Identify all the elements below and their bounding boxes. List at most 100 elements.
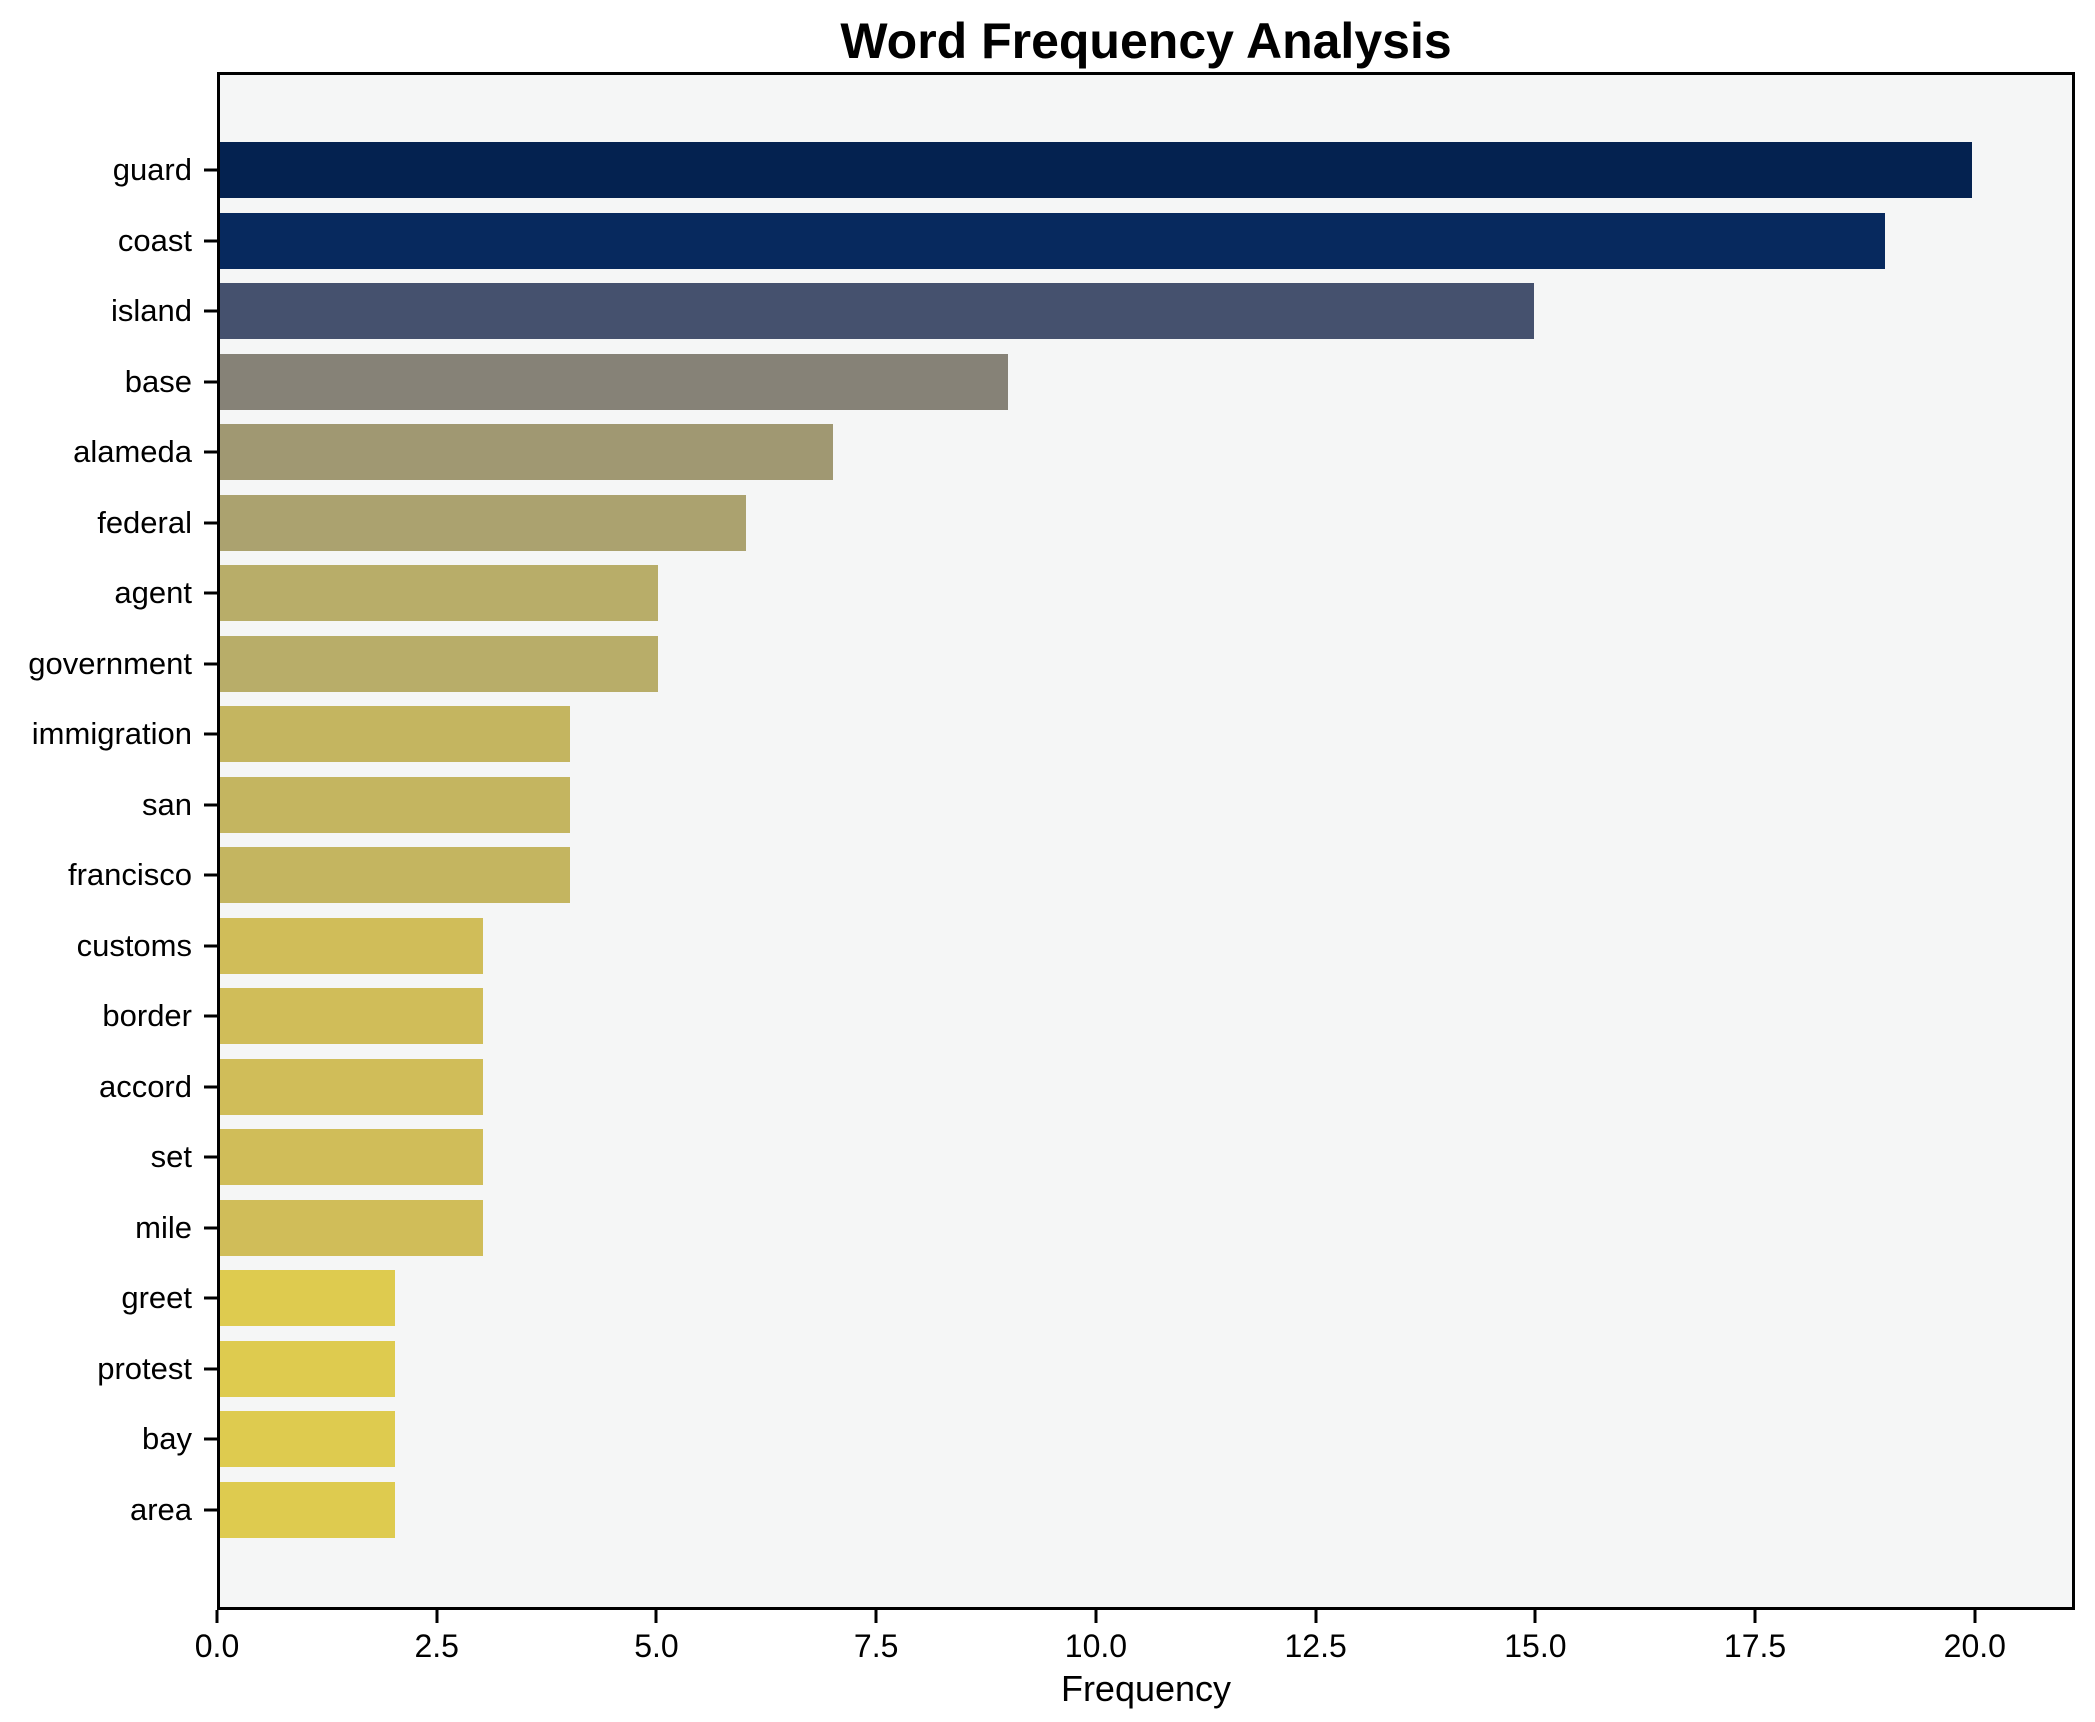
- bar: [220, 776, 571, 833]
- bar-row: guard: [113, 135, 2072, 206]
- x-tick-label: 20.0: [1943, 1628, 2006, 1664]
- bars-container: guard coast island base alameda federal agent g…: [28, 75, 2072, 1607]
- bar-row: accord: [99, 1052, 2072, 1123]
- bar: [220, 1481, 396, 1538]
- y-tick-mark: [204, 1296, 217, 1300]
- y-axis-label: san: [142, 786, 192, 822]
- y-axis-label: government: [28, 645, 192, 681]
- y-axis-label: agent: [114, 575, 192, 611]
- y-tick-mark: [204, 1367, 217, 1371]
- y-tick-mark: [204, 1437, 217, 1441]
- bar-row: island: [111, 276, 2072, 347]
- plot-area: guard coast island base alameda federal agent g…: [28, 72, 2075, 1610]
- y-tick-mark: [204, 1085, 217, 1089]
- x-tick-mark: [874, 1610, 878, 1623]
- bar-row: federal: [97, 488, 2072, 559]
- bar-row: san: [142, 770, 2072, 841]
- bar: [220, 494, 746, 551]
- y-axis-label: island: [111, 293, 192, 329]
- y-axis-label: mile: [135, 1209, 192, 1245]
- y-axis-label: area: [129, 1491, 192, 1527]
- y-tick-mark: [204, 591, 217, 595]
- x-tick-mark: [1973, 1610, 1977, 1623]
- bar-row: bay: [142, 1404, 2072, 1475]
- bar: [220, 424, 834, 481]
- x-tick-mark: [1094, 1610, 1098, 1623]
- bar: [220, 565, 659, 622]
- x-tick-mark: [1753, 1610, 1757, 1623]
- bar: [220, 706, 571, 763]
- y-tick-mark: [204, 732, 217, 736]
- x-tick-mark: [435, 1610, 439, 1623]
- bar-row: protest: [97, 1334, 2072, 1405]
- y-axis-label: border: [102, 998, 192, 1034]
- bar-row: mile: [135, 1193, 2072, 1264]
- x-tick-label: 15.0: [1504, 1628, 1567, 1664]
- y-axis-label: alameda: [73, 434, 192, 470]
- bar: [220, 1058, 483, 1115]
- bar-row: base: [125, 347, 2072, 418]
- y-axis-label: coast: [117, 222, 192, 258]
- y-tick-mark: [204, 1155, 217, 1159]
- x-tick-label: 12.5: [1284, 1628, 1347, 1664]
- x-tick-mark: [1533, 1610, 1537, 1623]
- bar-row: set: [151, 1122, 2072, 1193]
- y-axis-label: federal: [97, 504, 192, 540]
- x-tick-label: 17.5: [1723, 1628, 1787, 1664]
- x-axis-title: Frequency: [1060, 1668, 1232, 1709]
- y-tick-mark: [204, 309, 217, 313]
- y-tick-mark: [204, 803, 217, 807]
- y-tick-mark: [204, 944, 217, 948]
- bar-row: border: [102, 981, 2072, 1052]
- bar-row: alameda: [73, 417, 2072, 488]
- y-axis-label: guard: [112, 152, 192, 188]
- y-tick-mark: [204, 662, 217, 666]
- bar-row: area: [130, 1475, 2072, 1546]
- bar: [220, 1411, 396, 1468]
- bar-row: greet: [121, 1263, 2072, 1334]
- bar-row: immigration: [32, 699, 2072, 770]
- bar: [220, 283, 1535, 340]
- bar: [220, 635, 659, 692]
- y-tick-mark: [204, 450, 217, 454]
- bar: [220, 847, 571, 904]
- bar: [220, 1270, 396, 1327]
- bar: [220, 142, 1973, 199]
- bar-row: government: [28, 629, 2072, 700]
- x-tick-mark: [1314, 1610, 1318, 1623]
- y-axis-label: base: [124, 363, 192, 399]
- y-axis-label: greet: [121, 1280, 192, 1316]
- y-axis-label: bay: [142, 1421, 192, 1457]
- y-tick-mark: [204, 380, 217, 384]
- y-tick-mark: [204, 1226, 217, 1230]
- bar: [220, 1340, 396, 1397]
- chart-title: Word Frequency Analysis: [840, 13, 1452, 69]
- bar-row: customs: [77, 911, 2072, 982]
- x-tick-label: 2.5: [414, 1628, 459, 1664]
- y-tick-mark: [204, 873, 217, 877]
- y-tick-mark: [204, 168, 217, 172]
- bar: [220, 1129, 483, 1186]
- bar: [220, 212, 1885, 269]
- x-tick-label: 0.0: [194, 1628, 240, 1664]
- y-tick-mark: [204, 1014, 217, 1018]
- x-tick-mark: [215, 1610, 219, 1623]
- bar-row: coast: [118, 206, 2072, 277]
- y-tick-mark: [204, 1508, 217, 1512]
- y-axis-label: immigration: [31, 716, 192, 752]
- y-tick-mark: [204, 239, 217, 243]
- y-axis-label: set: [150, 1139, 192, 1175]
- bar: [220, 917, 483, 974]
- y-tick-mark: [204, 521, 217, 525]
- y-axis-label: customs: [76, 927, 192, 963]
- x-tick-label: 10.0: [1064, 1628, 1128, 1664]
- x-tick-mark: [654, 1610, 658, 1623]
- x-tick-label: 5.0: [634, 1628, 679, 1664]
- bar-row: francisco: [68, 840, 2072, 911]
- y-axis-label: protest: [97, 1350, 192, 1386]
- bar: [220, 988, 483, 1045]
- x-axis: 0.0 2.5 5.0 7.5 10.0 12.5 15.0 17.5 20.0: [195, 1610, 2075, 1680]
- bar: [220, 1199, 483, 1256]
- x-tick-label: 7.5: [853, 1628, 899, 1664]
